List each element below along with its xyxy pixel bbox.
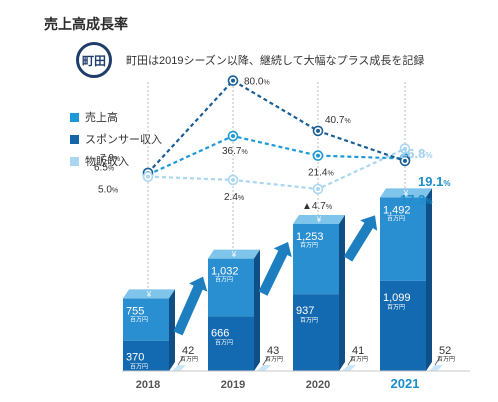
growth-point-core-sponsor-2019 — [231, 79, 235, 83]
unit-label-upper-2019: 百万円 — [215, 277, 233, 284]
growth-arrow-1 — [173, 277, 207, 336]
value-label-upper-2019: 1,032 — [211, 266, 239, 278]
bar-side-2020 — [339, 215, 345, 371]
growth-point-core-revenue-2019 — [231, 134, 235, 138]
value-label-sponsor-2019: 666 — [211, 327, 229, 339]
x-tick-label-2020: 2020 — [306, 379, 330, 391]
pct-label-merch-2020: ▲4.7% — [302, 201, 332, 212]
x-tick-label-2019: 2019 — [221, 379, 245, 391]
merch-block-2018 — [172, 365, 186, 371]
pct-label-sponsor-2019: 80.0% — [244, 77, 270, 88]
value-label-merch-2018: 42 — [182, 345, 194, 357]
unit-label-upper-2018: 百万円 — [130, 316, 148, 323]
unit-label-upper-2020: 百万円 — [300, 242, 318, 249]
value-label-sponsor-2021: 1,099 — [383, 292, 411, 304]
value-label-merch-2019: 43 — [267, 345, 279, 357]
unit-label-merch-2021: 百万円 — [437, 356, 455, 363]
merch-block-2021 — [429, 365, 443, 371]
value-label-merch-2021: 52 — [439, 345, 451, 357]
unit-label-sponsor-2019: 百万円 — [215, 339, 233, 346]
yen-icon: ¥ — [146, 290, 152, 299]
unit-label-sponsor-2020: 百万円 — [300, 317, 318, 324]
unit-label-sponsor-2021: 百万円 — [387, 304, 405, 311]
growth-point-core-merch-2019 — [231, 178, 235, 182]
unit-label-merch-2018: 百万円 — [180, 356, 198, 363]
unit-label-merch-2020: 百万円 — [350, 356, 368, 363]
growth-point-core-sponsor-2020 — [316, 129, 320, 133]
growth-line-revenue — [148, 136, 405, 175]
unit-label-upper-2021: 百万円 — [387, 215, 405, 222]
value-label-merch-2020: 41 — [352, 345, 364, 357]
pct-label-merch-2018: 5.0% — [98, 185, 118, 196]
growth-arrow-3 — [344, 215, 377, 261]
growth-line-merch — [148, 149, 405, 189]
yen-icon: ¥ — [316, 215, 322, 224]
pct-label-revenue-2019: 36.7% — [222, 146, 248, 157]
pct-label-merch-2021: 26.8% — [400, 146, 432, 161]
merch-block-2020 — [342, 365, 356, 371]
growth-arrow-2 — [259, 242, 292, 296]
unit-label-merch-2019: 百万円 — [265, 356, 283, 363]
value-label-upper-2018: 755 — [126, 305, 144, 317]
x-tick-label-2018: 2018 — [136, 379, 160, 391]
bar-side-2021 — [426, 188, 432, 371]
growth-point-core-revenue-2020 — [316, 154, 320, 158]
pct-label-sponsor-2020: 40.7% — [325, 115, 351, 126]
x-tick-label-2021: 2021 — [391, 376, 420, 391]
unit-label-sponsor-2018: 百万円 — [130, 364, 148, 371]
value-label-sponsor-2020: 937 — [296, 305, 314, 317]
growth-point-core-merch-2020 — [316, 187, 320, 191]
bar-side-2019 — [254, 250, 260, 371]
growth-line-sponsor — [148, 81, 405, 173]
pct-label-merch-2019: 2.4% — [224, 192, 244, 203]
value-label-sponsor-2018: 370 — [126, 352, 144, 364]
growth-point-core-merch-2018 — [146, 175, 150, 179]
pct-label-revenue-2018: 6.5% — [94, 163, 114, 174]
pct-label-revenue-2021: 19.1% — [418, 174, 450, 189]
value-label-upper-2020: 1,253 — [296, 231, 324, 243]
pct-label-revenue-2020: 21.4% — [308, 168, 334, 179]
yen-icon: ¥ — [231, 250, 237, 259]
merch-block-2019 — [257, 365, 271, 371]
